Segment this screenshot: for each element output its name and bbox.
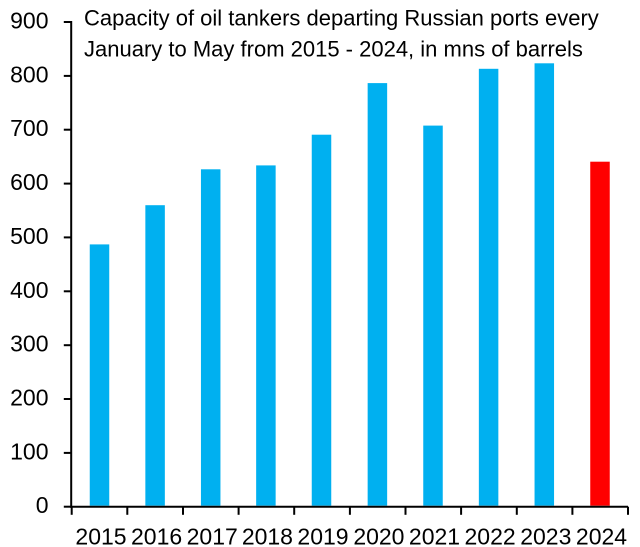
svg-text:700: 700: [10, 115, 48, 141]
svg-text:100: 100: [10, 438, 48, 464]
svg-text:2020: 2020: [353, 524, 404, 547]
svg-text:2022: 2022: [465, 524, 516, 547]
svg-text:January to May from 2015 - 202: January to May from 2015 - 2024, in mns …: [84, 36, 583, 61]
svg-text:2023: 2023: [520, 524, 571, 547]
svg-text:0: 0: [36, 492, 49, 518]
svg-text:2015: 2015: [75, 524, 126, 547]
svg-text:500: 500: [10, 223, 48, 249]
svg-text:2021: 2021: [409, 524, 460, 547]
svg-text:600: 600: [10, 169, 48, 195]
svg-text:800: 800: [10, 61, 48, 87]
svg-text:300: 300: [10, 331, 48, 357]
svg-text:900: 900: [10, 8, 48, 34]
svg-text:2019: 2019: [297, 524, 348, 547]
svg-text:2017: 2017: [187, 524, 238, 547]
svg-text:2018: 2018: [242, 524, 293, 547]
svg-text:200: 200: [10, 385, 48, 411]
svg-text:2024: 2024: [576, 524, 627, 547]
svg-text:2016: 2016: [131, 524, 182, 547]
svg-text:Capacity of oil tankers depart: Capacity of oil tankers departing Russia…: [84, 5, 599, 30]
svg-text:400: 400: [10, 277, 48, 303]
